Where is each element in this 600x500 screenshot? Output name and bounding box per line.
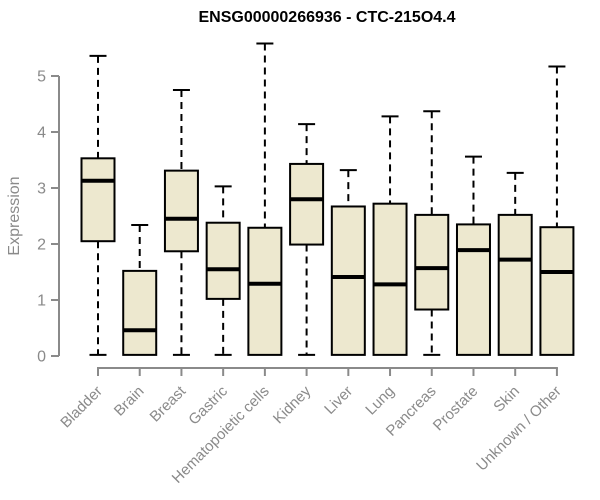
box-liver: [330, 169, 366, 356]
y-tick-label: 3: [37, 181, 46, 198]
box-hematopoietic-cells: [247, 42, 283, 356]
box-prostate: [455, 155, 491, 356]
boxplot-boxes: [80, 42, 575, 356]
iqr-box: [455, 223, 491, 356]
x-tick-label-prostate: Prostate: [430, 383, 482, 435]
x-tick-label-bladder: Bladder: [57, 383, 106, 432]
y-tick-label: 4: [37, 125, 46, 142]
box-kidney: [289, 123, 325, 356]
iqr-box: [330, 205, 366, 356]
box-unknown-other: [539, 65, 575, 356]
box-brain: [122, 223, 158, 356]
iqr-box: [80, 157, 116, 243]
chart-title: ENSG00000266936 - CTC-215O4.4: [198, 9, 455, 26]
x-tick-label-kidney: Kidney: [270, 382, 315, 427]
box-breast: [163, 89, 199, 356]
y-axis: 0 1 2 3 4 5: [37, 69, 60, 366]
iqr-box: [163, 169, 199, 253]
iqr-box: [247, 226, 283, 356]
y-axis-title: Expression: [6, 176, 23, 255]
y-tick-label: 2: [37, 237, 46, 254]
iqr-box: [414, 213, 450, 311]
y-tick-label: 0: [37, 349, 46, 366]
box-lung: [372, 115, 408, 356]
box-bladder: [80, 54, 116, 356]
x-tick-label-brain: Brain: [111, 383, 148, 420]
y-tick-label: 5: [37, 69, 46, 86]
iqr-box: [205, 221, 241, 300]
box-gastric: [205, 185, 241, 356]
box-skin: [497, 171, 533, 356]
iqr-box: [289, 162, 325, 246]
x-tick-label-skin: Skin: [490, 383, 523, 416]
iqr-box: [372, 202, 408, 356]
iqr-box: [122, 269, 158, 356]
iqr-box: [539, 226, 575, 356]
x-tick-label-breast: Breast: [147, 382, 190, 425]
x-tick-label-liver: Liver: [321, 383, 356, 418]
box-pancreas: [414, 110, 450, 356]
y-tick-label: 1: [37, 293, 46, 310]
x-tick-label-lung: Lung: [362, 383, 398, 419]
iqr-box: [497, 213, 533, 356]
